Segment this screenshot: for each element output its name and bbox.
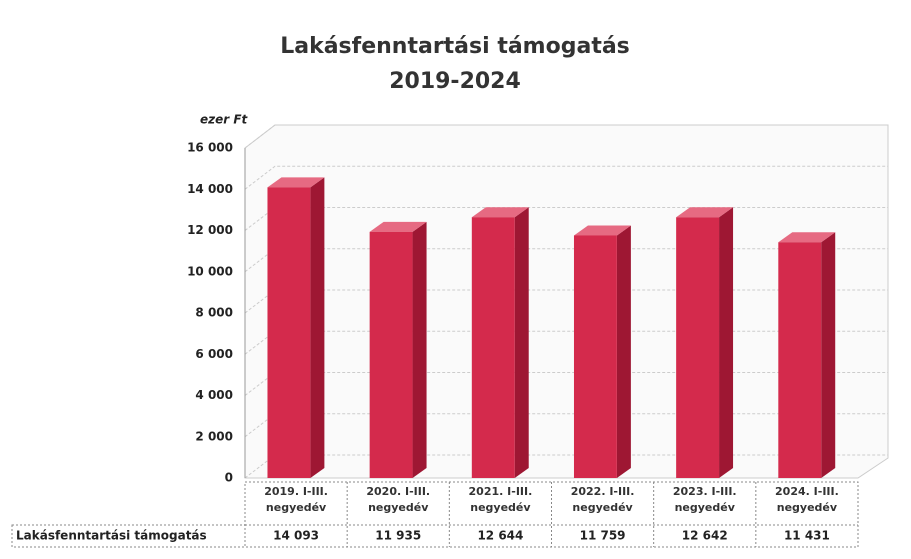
bar-side <box>616 225 631 478</box>
legend-label: Lakásfenntartási támogatás <box>16 529 207 543</box>
x-tick-label-box: 2020. I-III. negyedév <box>366 485 431 514</box>
bar-top <box>573 225 631 236</box>
bar-top <box>471 207 529 218</box>
x-tick-label: 2020. I-III. negyedév <box>366 485 431 514</box>
x-tick-label: 2024. I-III. negyedév <box>775 485 839 514</box>
grid-line <box>244 124 888 149</box>
x-tick-label-box: 2019. I-III. negyedév <box>264 485 328 514</box>
data-label: 12 644 <box>477 529 523 543</box>
y-tick-label: 12 000 <box>187 223 233 237</box>
x-tick-label: 2019. I-III. negyedév <box>264 485 328 514</box>
data-label: 12 642 <box>682 529 728 543</box>
bar-side <box>310 177 325 478</box>
bar-side <box>821 232 836 478</box>
data-table-header <box>11 524 246 548</box>
y-tick-label: 6 000 <box>195 347 233 361</box>
y-axis-label: ezer Ft <box>200 113 249 127</box>
grid-line <box>244 165 888 190</box>
bar-top <box>778 232 836 243</box>
x-tick-label-box: 2022. I-III. negyedév <box>570 485 635 514</box>
data-label: 11 935 <box>375 529 421 543</box>
x-tick-label-box: 2021. I-III. negyedév <box>468 485 533 514</box>
bar <box>778 242 822 478</box>
bar-top <box>267 177 325 188</box>
data-label: 14 093 <box>273 529 319 543</box>
y-tick-label: 2 000 <box>195 429 233 443</box>
chart-title: Lakásfenntartási támogatás <box>280 34 630 59</box>
data-label: 11 759 <box>580 529 626 543</box>
x-tick-label: 2023. I-III. negyedév <box>672 485 737 514</box>
x-tick-label-box: 2024. I-III. negyedév <box>775 485 839 514</box>
y-tick-label: 10 000 <box>187 264 233 278</box>
bar <box>676 217 720 479</box>
bar-top <box>676 207 734 218</box>
y-tick-label: 4 000 <box>195 388 233 402</box>
x-tick-label: 2022. I-III. negyedév <box>570 485 635 514</box>
y-tick-label: 8 000 <box>195 306 233 320</box>
y-tick-label: 14 000 <box>187 182 233 196</box>
bar <box>369 231 413 478</box>
bar <box>573 235 617 478</box>
bar-side <box>514 207 529 478</box>
x-tick-label: 2021. I-III. negyedév <box>468 485 533 514</box>
bar-top <box>369 221 427 232</box>
bar <box>267 187 311 478</box>
bar-side <box>412 221 427 478</box>
y-tick-label: 0 <box>225 471 233 485</box>
bar <box>471 217 515 478</box>
x-tick-label-box: 2023. I-III. negyedév <box>672 485 737 514</box>
chart-subtitle: 2019-2024 <box>389 69 521 94</box>
y-tick-label: 16 000 <box>187 141 233 155</box>
bar-side <box>719 207 734 479</box>
data-label: 11 431 <box>784 529 830 543</box>
